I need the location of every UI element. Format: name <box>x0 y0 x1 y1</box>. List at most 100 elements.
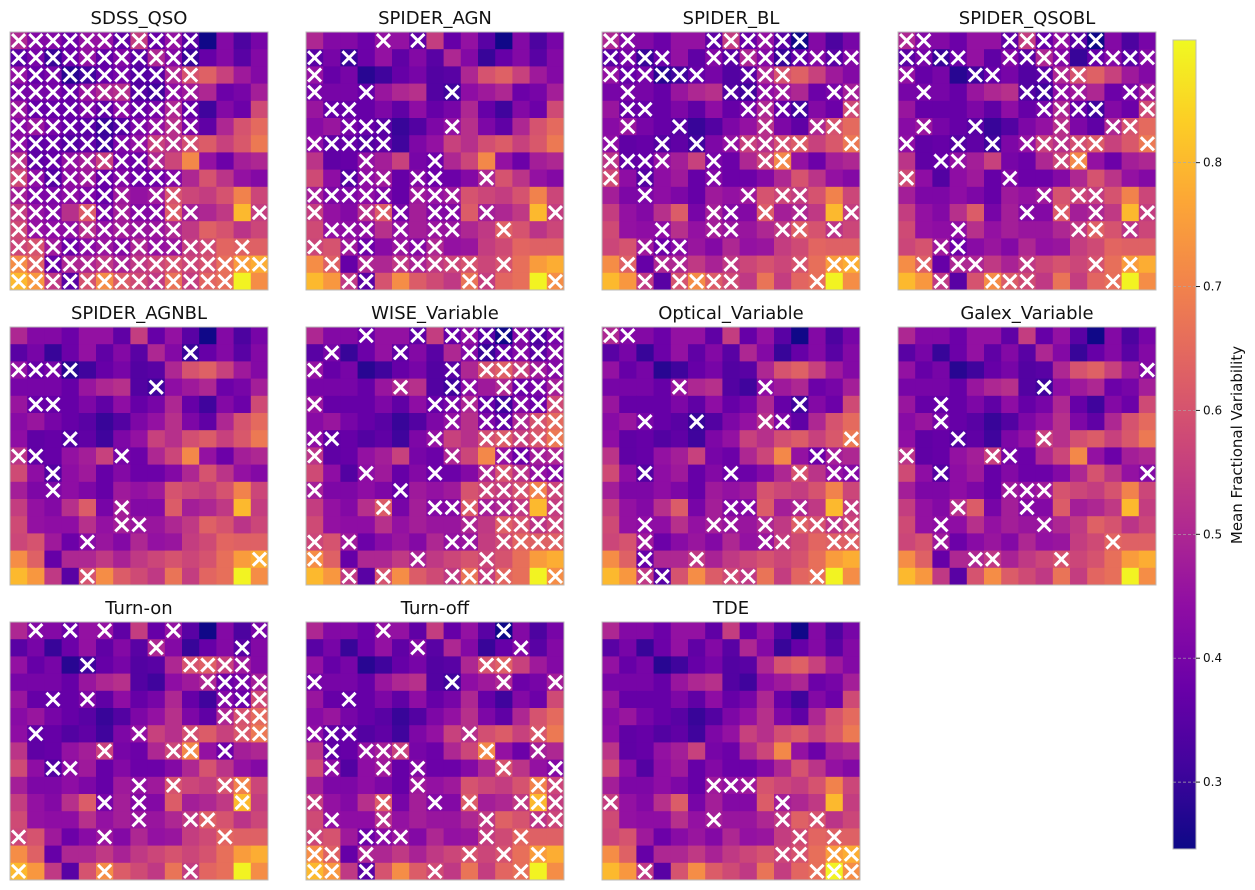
heatmap-cell <box>636 118 654 136</box>
heatmap-cell <box>182 639 200 657</box>
x-marker <box>1070 101 1087 118</box>
x-marker <box>654 239 670 255</box>
heatmap-cell <box>791 344 809 362</box>
heatmap-cell <box>739 516 758 534</box>
heatmap-cell <box>619 794 637 812</box>
heatmap-cell <box>739 811 758 829</box>
x-marker <box>306 239 323 255</box>
x-marker <box>547 327 564 344</box>
heatmap-cell <box>78 499 97 517</box>
x-marker <box>547 517 564 533</box>
heatmap-cell <box>774 327 792 345</box>
heatmap-cell <box>44 413 62 431</box>
x-marker <box>967 67 984 83</box>
x-marker <box>792 32 808 49</box>
heatmap-cell <box>739 361 758 379</box>
heatmap-cell <box>1070 533 1088 551</box>
x-marker <box>843 204 860 221</box>
heatmap-cell <box>478 118 496 136</box>
x-marker <box>79 204 96 221</box>
heatmap-cell <box>10 690 28 709</box>
heatmap-cell <box>915 272 933 291</box>
heatmap-cell <box>774 828 792 846</box>
x-marker <box>10 829 27 845</box>
heatmap-cell <box>78 759 97 778</box>
heatmap-cell <box>739 327 758 345</box>
heatmap-cell <box>10 413 28 431</box>
heatmap-cell <box>774 378 792 397</box>
heatmap-cell <box>113 845 131 864</box>
x-marker <box>461 256 478 272</box>
heatmap-cell <box>44 430 62 448</box>
heatmap-cell <box>96 725 114 743</box>
heatmap-cell <box>546 32 565 50</box>
x-marker <box>723 499 739 516</box>
heatmap-cell <box>915 430 933 448</box>
x-marker <box>740 67 756 83</box>
heatmap-cell <box>357 66 376 84</box>
heatmap-cell <box>443 66 462 84</box>
heatmap-cell <box>113 622 131 640</box>
heatmap-cell <box>306 776 324 795</box>
heatmap-cell <box>426 361 444 379</box>
heatmap-cell <box>512 83 530 102</box>
heatmap-cell <box>61 395 80 414</box>
heatmap-cell <box>216 186 234 205</box>
heatmap-cell <box>426 622 444 640</box>
heatmap-cell <box>739 794 758 812</box>
x-marker <box>496 256 512 272</box>
heatmap-cell <box>113 395 131 414</box>
panel-frame <box>305 31 565 291</box>
heatmap-cell <box>199 221 217 239</box>
x-marker <box>341 118 357 135</box>
heatmap-cell <box>199 447 217 465</box>
heatmap-cell <box>529 828 548 846</box>
heatmap-cell <box>357 759 376 778</box>
panel-title: SPIDER_AGN <box>378 8 492 29</box>
heatmap-cell <box>949 344 968 362</box>
heatmap-cell <box>529 272 548 291</box>
colorbar-tick-label: 0.6 <box>1203 403 1222 417</box>
heatmap-cell <box>653 186 672 205</box>
heatmap-cell <box>791 656 809 674</box>
heatmap-cell <box>932 550 950 569</box>
x-marker <box>637 413 653 430</box>
x-marker <box>706 517 722 533</box>
heatmap-cell <box>164 690 183 709</box>
heatmap-cell <box>199 742 217 760</box>
heatmap-cell <box>306 169 324 188</box>
heatmap-cell <box>984 118 1002 136</box>
x-marker <box>45 153 61 169</box>
heatmap-cell <box>61 828 80 846</box>
heatmap-cell <box>756 828 775 846</box>
heatmap-cell <box>915 499 933 517</box>
heatmap-cell <box>636 673 654 692</box>
heatmap-cell <box>199 862 217 881</box>
heatmap-cell <box>546 708 565 726</box>
heatmap-cell <box>478 776 496 795</box>
heatmap-cell <box>688 238 706 256</box>
heatmap-cell <box>705 742 723 760</box>
heatmap-cell <box>688 516 706 534</box>
heatmap-cell <box>306 118 324 136</box>
heatmap-cell <box>164 430 183 448</box>
heatmap-cell <box>233 430 252 448</box>
heatmap-cell <box>78 550 97 569</box>
heatmap-cell <box>756 811 775 829</box>
heatmap-cell <box>1121 32 1140 50</box>
heatmap-cell <box>653 100 672 119</box>
heatmap-cell <box>619 776 637 795</box>
x-marker <box>306 551 323 567</box>
x-marker <box>234 777 250 794</box>
x-marker <box>671 118 688 135</box>
x-marker <box>654 50 670 66</box>
heatmap-cell <box>164 708 183 726</box>
heatmap-cell <box>688 186 706 205</box>
heatmap-cell <box>898 533 916 551</box>
x-marker <box>444 568 460 585</box>
heatmap-cell <box>705 550 723 569</box>
heatmap-cell <box>306 272 324 291</box>
heatmap-cell <box>113 567 131 586</box>
heatmap-cell <box>323 690 341 709</box>
heatmap-cell <box>392 794 410 812</box>
